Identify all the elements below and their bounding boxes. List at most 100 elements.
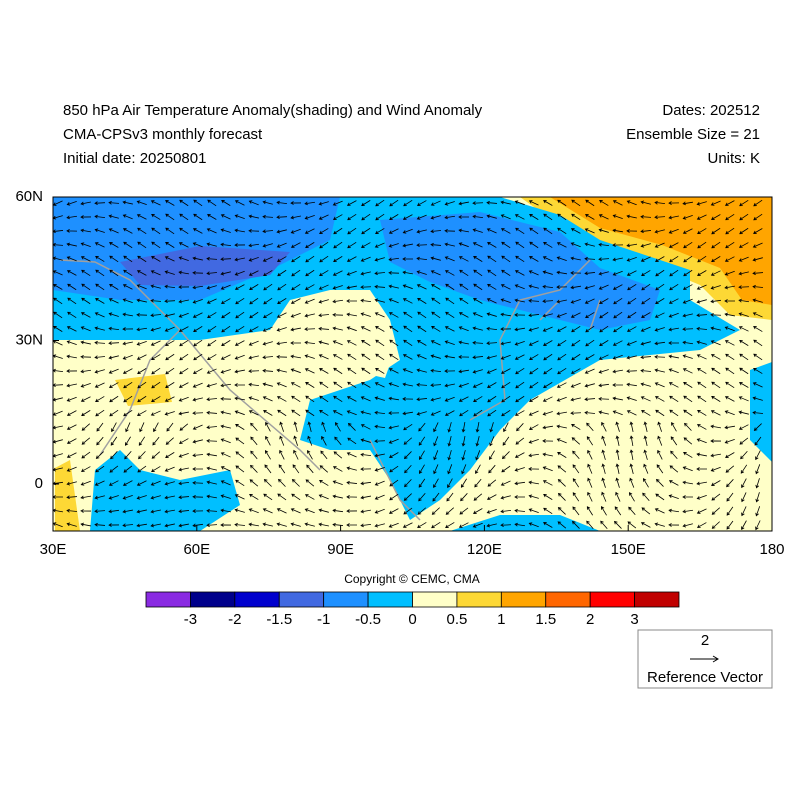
wind-arrow — [458, 256, 469, 262]
wind-arrow — [500, 327, 512, 331]
wind-arrow — [150, 327, 161, 332]
wind-arrow — [654, 354, 666, 359]
wind-arrow — [668, 312, 679, 318]
wind-arrow — [486, 200, 498, 205]
wind-arrow — [542, 480, 553, 486]
lat-axis: 60N 30N 0 — [15, 188, 59, 492]
wind-arrow — [346, 326, 357, 332]
wind-arrow — [95, 451, 104, 459]
wind-arrow — [165, 353, 175, 361]
wind-arrow — [556, 299, 567, 304]
wind-arrow — [360, 424, 371, 430]
wind-arrow — [265, 435, 271, 446]
wind-arrow — [164, 509, 175, 514]
wind-arrow — [277, 409, 287, 417]
wind-arrow — [360, 467, 372, 471]
wind-arrow — [641, 312, 651, 318]
wind-arrow — [262, 368, 274, 373]
wind-arrow — [458, 201, 469, 206]
wind-arrow — [305, 409, 315, 417]
wind-arrow — [304, 494, 315, 500]
colorbar-box — [323, 591, 369, 608]
wind-arrow — [206, 271, 218, 276]
wind-arrow — [542, 425, 553, 430]
wind-arrow — [615, 463, 620, 474]
wind-arrow — [683, 409, 693, 417]
wind-arrow — [389, 465, 399, 473]
wind-arrow — [402, 368, 413, 374]
wind-arrow — [755, 520, 761, 531]
wind-arrow — [277, 478, 286, 487]
wind-arrow — [151, 241, 161, 249]
wind-arrow — [319, 410, 329, 416]
wind-arrow — [501, 241, 511, 249]
wind-arrow — [80, 522, 91, 527]
wind-arrow — [153, 422, 159, 433]
wind-arrow — [192, 228, 203, 234]
wind-arrow — [66, 369, 78, 373]
wind-arrow — [683, 242, 693, 249]
wind-arrow — [696, 481, 707, 486]
colorbar-label: -0.5 — [355, 611, 381, 628]
wind-arrow — [276, 215, 288, 220]
wind-arrow — [656, 464, 664, 474]
wind-arrow — [293, 435, 298, 446]
wind-arrow — [528, 270, 539, 276]
wind-arrow — [542, 313, 553, 318]
wind-arrow — [461, 464, 467, 475]
colorbar-box — [278, 591, 325, 608]
wind-arrow — [136, 327, 148, 332]
wind-arrow — [374, 523, 385, 528]
wind-arrow — [612, 228, 623, 233]
wind-arrow — [164, 256, 175, 262]
wind-arrow — [66, 229, 78, 233]
wind-arrow — [67, 297, 77, 305]
wind-arrow — [375, 213, 385, 221]
wind-arrow — [109, 283, 119, 290]
wind-arrow — [752, 257, 763, 262]
wind-arrow — [150, 313, 162, 318]
wind-arrow — [220, 228, 231, 233]
wind-arrow — [584, 298, 595, 304]
wind-arrow — [542, 439, 554, 443]
wind-arrow — [221, 311, 231, 319]
wind-arrow — [304, 522, 315, 527]
wind-arrow — [262, 522, 273, 527]
wind-arrow — [263, 410, 273, 416]
wind-arrow — [738, 326, 749, 332]
wind-arrow — [178, 285, 190, 289]
wind-arrow — [601, 435, 607, 446]
wind-arrow — [346, 396, 357, 402]
wind-arrow — [724, 285, 735, 290]
wind-arrow — [416, 229, 427, 234]
wind-arrow — [207, 214, 217, 220]
wind-arrow — [543, 493, 553, 500]
wind-arrow — [655, 478, 664, 487]
wind-arrow — [318, 201, 329, 206]
wind-arrow — [193, 326, 203, 333]
wind-arrow — [486, 298, 497, 304]
wind-arrow — [164, 313, 175, 318]
wind-arrow — [640, 341, 651, 346]
lon-label: 60E — [183, 541, 210, 558]
wind-arrow — [360, 523, 372, 528]
wind-arrow — [178, 452, 189, 458]
wind-arrow — [66, 466, 77, 472]
wind-arrow — [333, 227, 343, 235]
wind-arrow — [416, 368, 427, 373]
wind-arrow — [571, 326, 581, 333]
wind-arrow — [697, 255, 707, 263]
wind-arrow — [725, 353, 735, 361]
wind-arrow — [305, 381, 315, 388]
wind-arrow — [94, 242, 105, 248]
wind-arrow — [220, 494, 231, 499]
wind-arrow — [741, 506, 747, 517]
wind-arrow — [332, 326, 343, 331]
wind-arrow — [682, 495, 694, 499]
wind-arrow — [587, 491, 593, 502]
wind-arrow — [500, 523, 512, 528]
wind-arrow — [528, 284, 539, 289]
wind-arrow — [248, 382, 260, 387]
wind-arrow — [207, 325, 217, 333]
wind-arrow — [542, 256, 553, 262]
